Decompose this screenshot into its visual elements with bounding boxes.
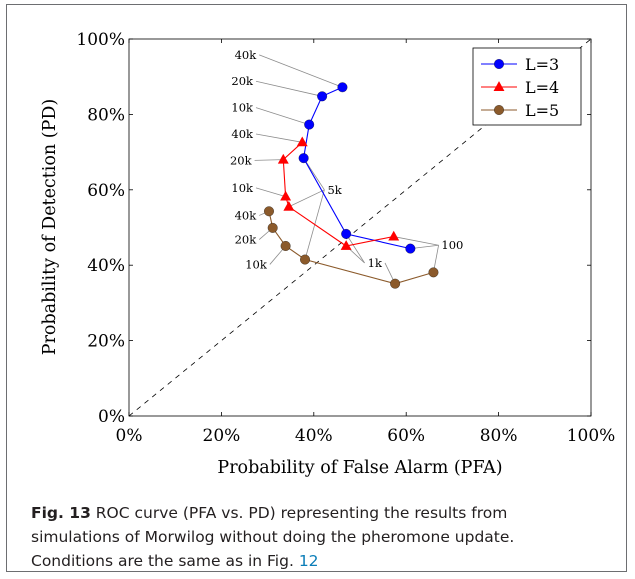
series-l-5-point — [390, 278, 401, 289]
legend-marker — [493, 81, 505, 91]
series-l-4-point — [277, 153, 289, 164]
annotation-label: 10k — [231, 181, 254, 195]
x-tick-label: 0% — [116, 426, 143, 446]
y-tick-label: 100% — [76, 30, 125, 50]
series-l-3-point — [337, 82, 348, 93]
series-l-5-point — [267, 222, 278, 233]
series-l-5-point — [428, 267, 439, 278]
series-l-3-point — [341, 228, 352, 239]
annotation-label: 1k — [368, 256, 383, 270]
caption-text-line2: simulations of Morwilog without doing th… — [31, 528, 515, 546]
annotation-label: 40k — [231, 127, 254, 141]
series-l-3-point — [317, 91, 328, 102]
annotation-label: 40k — [235, 208, 258, 222]
x-tick-label: 20% — [203, 426, 241, 446]
annotation-label: 10k — [245, 257, 268, 271]
annotation-leader — [345, 233, 365, 264]
series-l-4-point — [388, 230, 400, 241]
legend: L=3 L=4 L=5 — [472, 47, 582, 126]
caption-figure-label: Fig. 13 — [31, 504, 91, 522]
annotation-label: 20k — [230, 153, 253, 167]
series-l-3-point — [298, 153, 309, 164]
series-l-5-point — [264, 206, 274, 217]
figure-caption: Fig. 13 ROC curve (PFA vs. PD) represent… — [31, 501, 621, 573]
y-tick-label: 0% — [98, 407, 125, 427]
y-tick-label: 40% — [87, 256, 125, 276]
x-tick-label: 60% — [387, 426, 425, 446]
legend-marker — [494, 59, 504, 69]
annotation-label: 40k — [235, 48, 258, 62]
series-l-5-point — [280, 241, 291, 251]
roc-chart: 0% 20% 40% 60% 80% 100% 0% 20% 40% 60% 80% 100% 40k… — [40, 30, 616, 478]
legend-label: L=5 — [525, 101, 559, 120]
series-l-4-point — [280, 190, 292, 201]
annotation-leader — [288, 189, 325, 208]
series-l-4-point — [296, 136, 308, 147]
series-l-4-point — [340, 240, 352, 250]
annotation-leader — [259, 54, 343, 88]
series-l-5-point — [300, 254, 310, 265]
series-l-4-point — [283, 200, 295, 211]
annotation-label: 20k — [231, 74, 254, 88]
annotation-label: 10k — [231, 101, 254, 115]
y-tick-label: 60% — [87, 181, 125, 201]
caption-figure-reference[interactable]: 12 — [298, 552, 319, 570]
legend-label: L=4 — [525, 78, 559, 97]
caption-text-line3: Conditions are the same as in Fig. — [31, 552, 299, 570]
annotation-leader — [255, 80, 323, 97]
annotation-label: 20k — [235, 233, 258, 247]
annotation-leader — [254, 159, 284, 161]
x-axis-label: Probability of False Alarm (PFA) — [217, 458, 502, 478]
series-l-3-point — [304, 119, 315, 130]
annotation-leader — [255, 187, 286, 197]
legend-marker — [494, 105, 504, 115]
y-axis-label: Probability of Detection (PD) — [40, 99, 60, 355]
y-tick-label: 20% — [87, 332, 125, 352]
x-tick-label: 40% — [295, 426, 333, 446]
x-tick-label: 100% — [567, 426, 616, 446]
annotation-leader — [255, 133, 303, 143]
caption-text-line1: ROC curve (PFA vs. PD) representing the … — [90, 504, 508, 522]
y-tick-label: 80% — [87, 105, 125, 125]
annotation-label: 5k — [327, 183, 342, 197]
series-l-4-line — [282, 141, 394, 247]
annotation-label: 100 — [441, 238, 463, 252]
annotation-leader — [393, 236, 439, 246]
legend-label: L=3 — [525, 55, 559, 74]
x-tick-label: 80% — [480, 426, 518, 446]
annotation-leader — [255, 107, 310, 125]
series-l-3-point — [405, 243, 416, 254]
figure-frame: 0% 20% 40% 60% 80% 100% 0% 20% 40% 60% 80% 100% 40k… — [6, 4, 627, 572]
